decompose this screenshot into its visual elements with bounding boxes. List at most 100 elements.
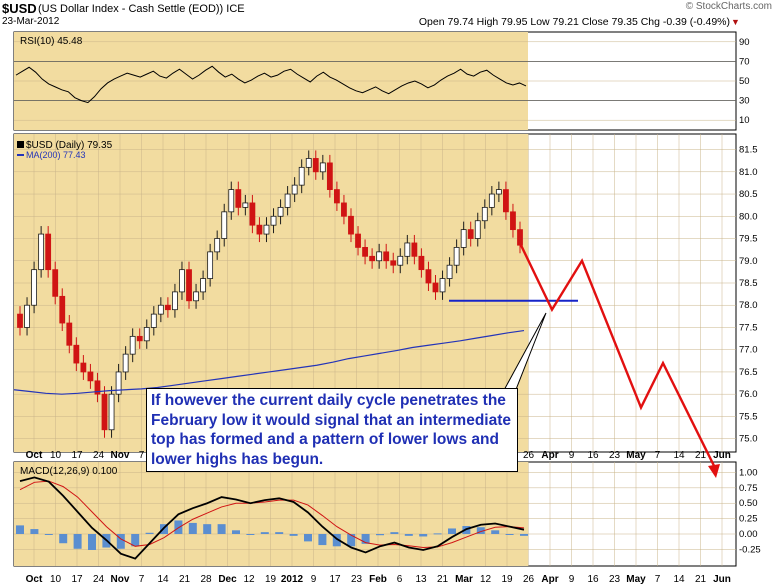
candle-body: [439, 278, 446, 293]
candle-body: [45, 233, 52, 271]
x-tick-label: Jun: [713, 574, 731, 585]
candle-body: [143, 327, 150, 342]
y-tick-label: 50: [739, 76, 750, 87]
candle-body: [157, 304, 164, 315]
candle-body: [207, 251, 214, 279]
y-tick-label: 1.00: [739, 467, 758, 478]
rsi-series-line: [15, 65, 527, 104]
candle-body: [129, 335, 136, 355]
macd-title: MACD(12,26,9) 0.100: [20, 466, 118, 477]
watermark: © StockCharts.com: [685, 1, 772, 12]
y-tick-label: 10: [739, 115, 750, 126]
candle-body: [362, 247, 368, 257]
x-tick-label: 19: [265, 574, 277, 585]
price-legend-label: $USD (Daily) 79.35: [26, 140, 113, 151]
candle-body: [425, 269, 432, 284]
x-tick-label: Dec: [218, 574, 237, 585]
candle-body: [66, 322, 73, 346]
chart-instrument-name: (US Dollar Index - Cash Settle (EOD)) IC…: [38, 3, 245, 15]
y-tick-label: -0.25: [739, 544, 761, 555]
candle-body: [348, 215, 354, 235]
x-tick-label: 7: [655, 450, 661, 461]
candle-body: [270, 215, 277, 226]
candle-body: [432, 282, 439, 293]
y-tick-label: 81.5: [739, 145, 758, 156]
x-tick-label: 10: [50, 574, 62, 585]
y-tick-label: 70: [739, 56, 750, 67]
candle-body: [312, 158, 319, 173]
x-tick-label: 17: [71, 574, 83, 585]
macd-histogram-bar: [376, 534, 384, 536]
y-tick-label: 77.5: [739, 322, 758, 333]
macd-histogram-bar: [476, 527, 485, 534]
macd-histogram-bar: [131, 534, 140, 547]
x-tick-label: 7: [655, 574, 661, 585]
x-tick-label: 2012: [281, 574, 304, 585]
candle-body: [488, 193, 495, 208]
candle-body: [101, 393, 108, 431]
x-tick-label: 16: [587, 574, 599, 585]
x-tick-label: 26: [523, 574, 535, 585]
macd-histogram-bar: [318, 534, 327, 546]
macd-histogram-bar: [332, 534, 341, 547]
candle-body: [453, 247, 460, 266]
candle-body: [179, 269, 185, 293]
y-tick-label: 0.50: [739, 498, 758, 509]
macd-histogram-bar: [88, 534, 96, 550]
candle-body: [298, 166, 305, 186]
candle-body: [446, 264, 453, 279]
macd-histogram-bar: [30, 529, 39, 534]
candle-body: [284, 193, 291, 208]
y-tick-label: 0.25: [739, 514, 758, 525]
candle-body: [122, 353, 129, 373]
x-tick-label: Oct: [26, 450, 43, 461]
candle-body: [256, 224, 263, 235]
candle-body: [404, 242, 411, 257]
x-tick-label: 17: [71, 450, 83, 461]
macd-histogram-bar: [390, 532, 399, 534]
annotation-box: If however the current daily cycle penet…: [146, 388, 518, 472]
x-tick-label: 12: [243, 574, 255, 585]
macd-histogram-bar: [44, 534, 53, 535]
x-tick-label: 14: [157, 574, 169, 585]
candle-body: [108, 393, 115, 431]
candle-body: [73, 344, 80, 364]
macd-histogram-bar: [73, 534, 82, 549]
y-tick-label: 80.5: [739, 189, 758, 200]
y-tick-label: 77.0: [739, 345, 758, 356]
macd-histogram-bar: [491, 530, 500, 534]
macd-histogram-bar: [116, 534, 125, 549]
candle-body: [319, 162, 326, 173]
candle-body: [24, 304, 30, 328]
candle-body: [503, 189, 509, 213]
x-tick-label: 21: [695, 450, 707, 461]
ohlc-summary: Open 79.74 High 79.95 Low 79.21 Close 79…: [418, 16, 730, 28]
candle-body: [305, 158, 312, 168]
y-tick-label: 81.0: [739, 167, 758, 178]
x-tick-label: Nov: [111, 574, 130, 585]
candle-body: [376, 251, 383, 262]
x-tick-label: May: [626, 574, 646, 585]
candle-body: [150, 313, 157, 328]
macd-histogram-bar: [404, 534, 413, 536]
macd-histogram-bar: [188, 522, 197, 534]
macd-histogram-bar: [505, 534, 514, 535]
candle-body: [38, 233, 45, 271]
candle-body: [467, 229, 474, 239]
candle-body: [186, 269, 192, 302]
macd-histogram-bar: [145, 532, 154, 534]
x-tick-label: 9: [569, 450, 575, 461]
x-tick-label: 7: [139, 450, 145, 461]
y-tick-label: 76.0: [739, 389, 758, 400]
candle-body: [200, 278, 206, 293]
y-tick-label: 78.5: [739, 278, 758, 289]
down-arrow-icon: ▼: [731, 17, 740, 27]
candle-body: [59, 295, 66, 324]
candle-body: [277, 206, 284, 217]
x-tick-label: 10: [50, 450, 62, 461]
x-tick-label: Mar: [455, 574, 473, 585]
macd-histogram-bar: [361, 534, 370, 544]
macd-histogram-bar: [275, 532, 284, 534]
candle-body: [115, 371, 122, 395]
